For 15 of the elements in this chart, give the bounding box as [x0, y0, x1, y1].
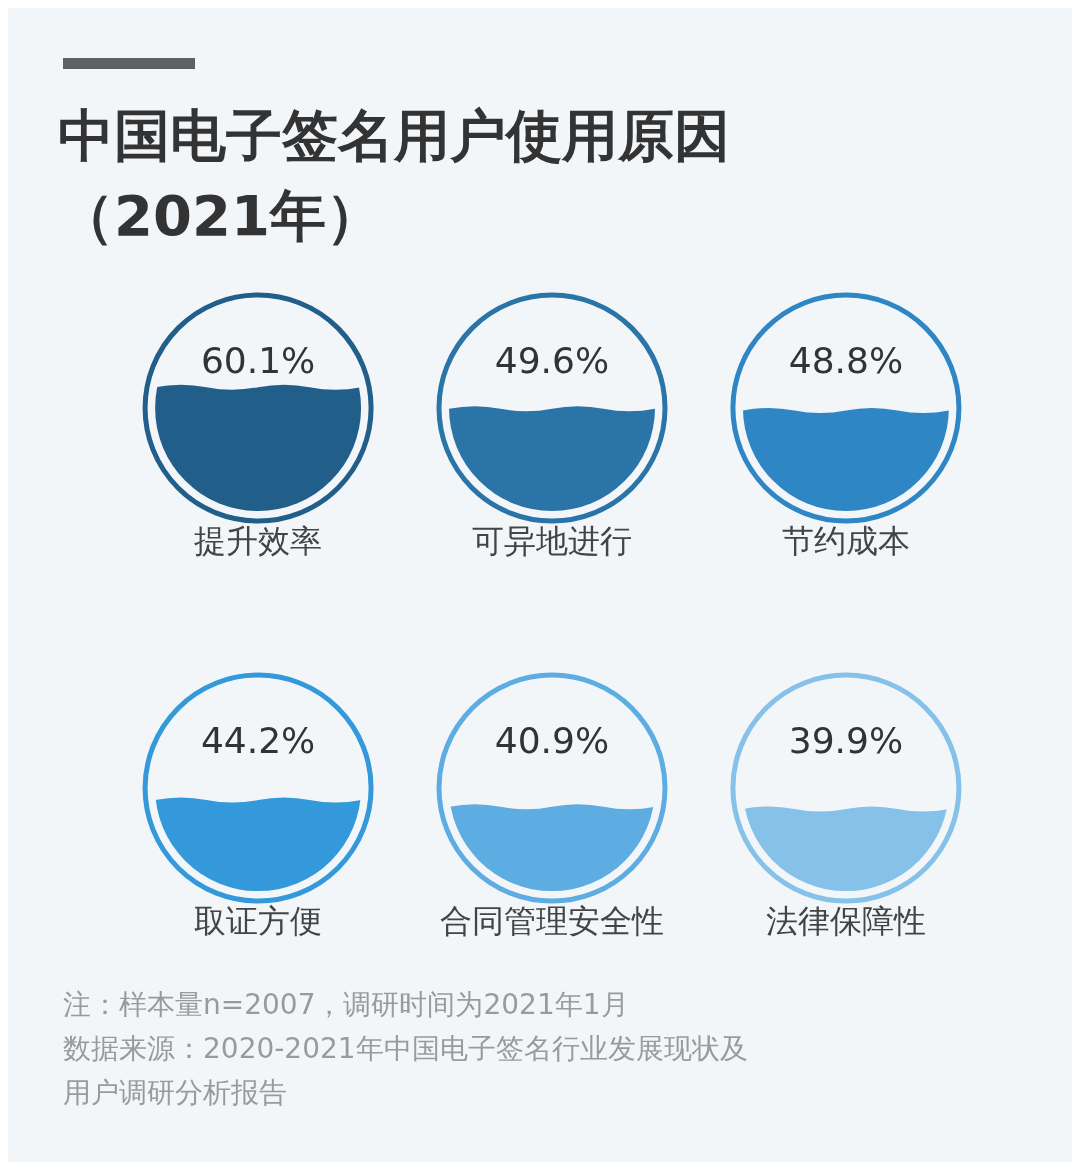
data-label: 48.8% [788, 340, 904, 382]
text: 中国电子签名用户使用原因（2021年） [58, 102, 731, 250]
category-label: 可异地进行 [472, 522, 632, 561]
category-label: 取证方便 [194, 902, 323, 941]
data-label: 44.2% [200, 720, 316, 762]
category-label: 合同管理安全性 [440, 902, 664, 941]
data-label: 60.1% [200, 340, 316, 382]
text: 注：样本量n=2007，调研时间为2021年1月 [63, 987, 630, 1023]
data-label: 49.6% [494, 340, 610, 382]
data-label: 40.9% [494, 720, 610, 762]
source-note: 数据来源：2020-2021年中国电子签名行业发展现状及用户调研分析报告 [63, 1031, 749, 1111]
category-label: 法律保障性 [765, 902, 926, 941]
category-label: 节约成本 [781, 522, 910, 561]
data-label: 39.9% [788, 720, 904, 762]
category-label: 提升效率 [194, 522, 323, 561]
